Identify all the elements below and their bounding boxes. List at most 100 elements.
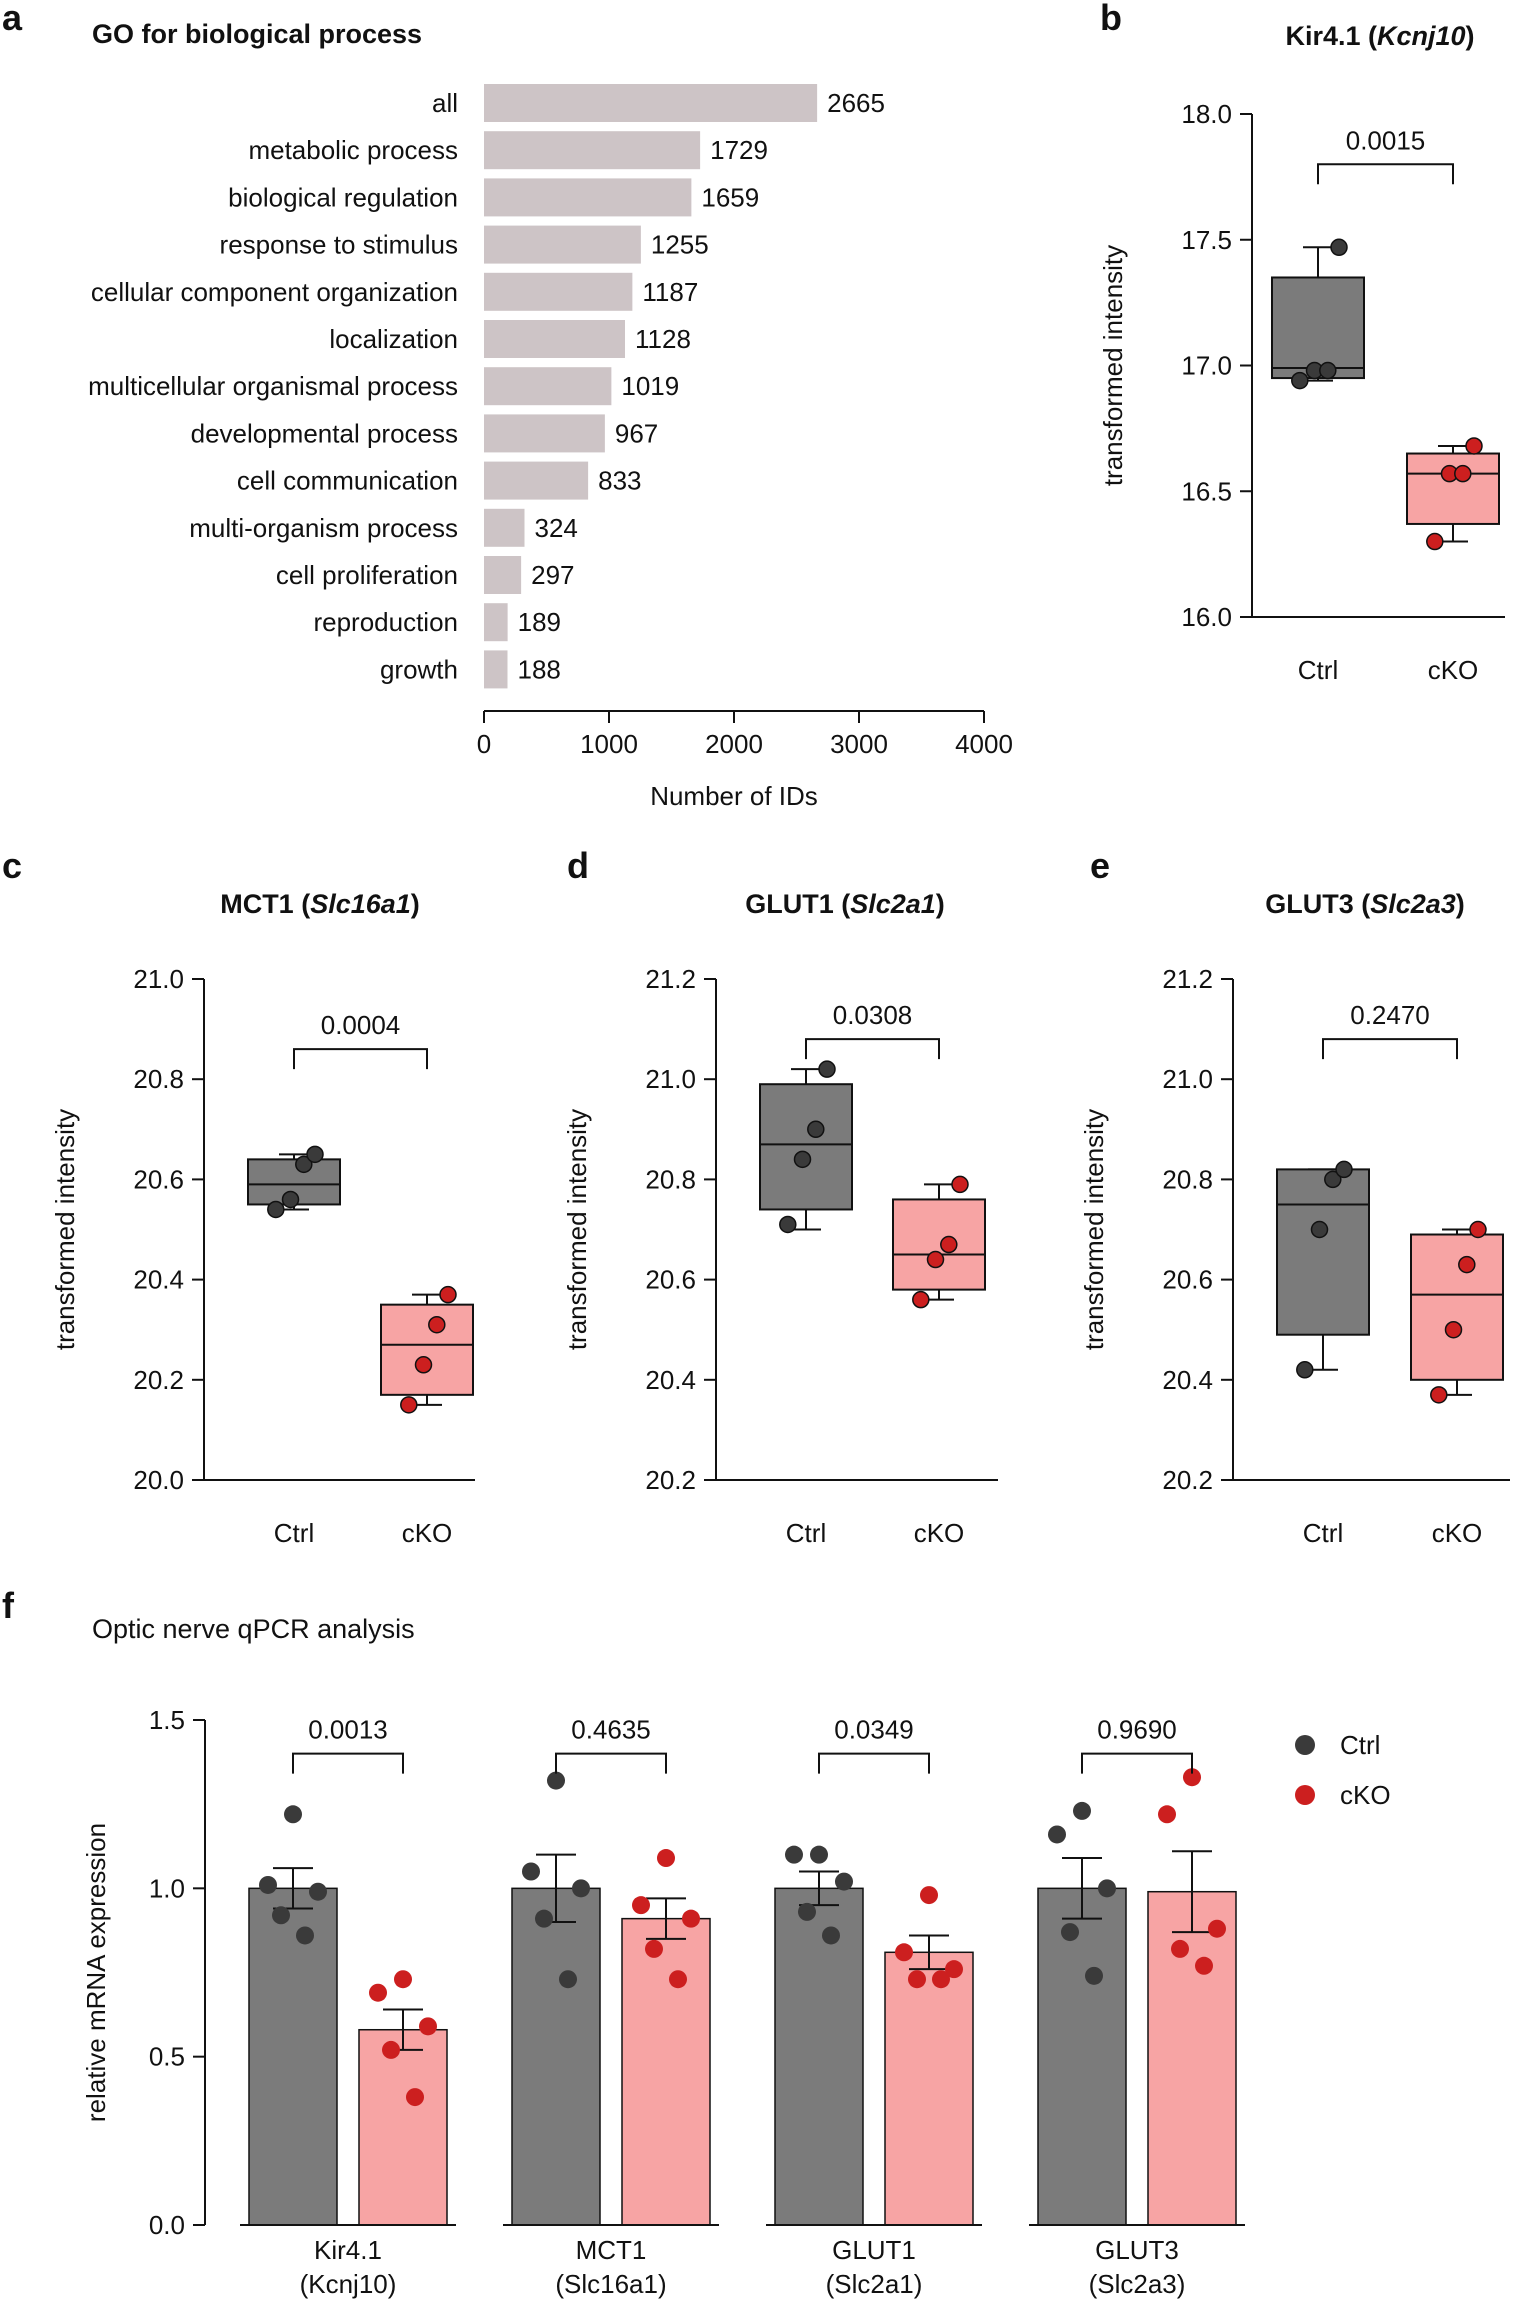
- p-value-label: 0.9690: [1097, 1715, 1177, 1745]
- data-point: [259, 1875, 277, 1894]
- data-point: [419, 2017, 437, 2036]
- data-point: [818, 1060, 836, 1078]
- value-label: 2665: [827, 88, 885, 118]
- panel-d-title: GLUT1 (Slc2a1): [745, 889, 945, 919]
- y-tick-label: 20.8: [645, 1164, 696, 1194]
- x-tick-label: cKO: [1432, 1518, 1483, 1548]
- panel-e-box-plot: 20.2 20.4 20.6 20.8 21.0 21.2 transformed inte…: [1079, 964, 1510, 1548]
- box: [1276, 1168, 1370, 1336]
- value-label: 1255: [651, 230, 709, 260]
- data-point: [1048, 1825, 1066, 1844]
- data-point: [1310, 1220, 1329, 1239]
- data-point: [1458, 1255, 1476, 1274]
- value-label: 297: [531, 560, 574, 590]
- data-point: [912, 1290, 930, 1309]
- y-tick-label: 20.4: [645, 1365, 696, 1395]
- data-point: [1296, 1361, 1314, 1379]
- data-point: [669, 1970, 687, 1989]
- x-tick-label: Ctrl: [786, 1518, 826, 1548]
- panel-c-box-plot: 20.0 20.2 20.4 20.6 20.8 21.0 transformed inte…: [50, 964, 475, 1548]
- y-axis-label: transformed intensity: [562, 1109, 592, 1350]
- data-point: [835, 1872, 853, 1891]
- significance-bracket: [805, 1038, 940, 1060]
- x-axis-label: Number of IDs: [650, 781, 818, 811]
- data-point: [895, 1943, 913, 1962]
- value-label: 1128: [635, 324, 691, 354]
- data-point: [682, 1909, 700, 1928]
- group-label: GLUT3: [1095, 2235, 1179, 2265]
- y-tick-label: 21.0: [1162, 1064, 1213, 1094]
- data-point: [559, 1970, 577, 1989]
- bar: [484, 556, 522, 594]
- data-point: [428, 1315, 446, 1334]
- data-point: [807, 1120, 825, 1139]
- data-point: [1330, 238, 1348, 257]
- x-tick-label: cKO: [402, 1518, 453, 1548]
- bar: [484, 508, 525, 547]
- category-label: cell proliferation: [276, 560, 458, 590]
- significance-bracket: [293, 1048, 428, 1070]
- bar: [1037, 1887, 1127, 2226]
- bar: [484, 178, 692, 217]
- data-point: [547, 1771, 565, 1790]
- y-tick-label: 1.0: [149, 1873, 185, 1903]
- bar: [484, 414, 605, 453]
- data-point: [369, 1983, 387, 2002]
- data-point: [932, 1970, 950, 1989]
- panel-letter-a: a: [2, 0, 23, 38]
- value-label: 324: [535, 513, 578, 543]
- bar: [484, 461, 589, 500]
- y-tick-label: 20.2: [645, 1465, 696, 1495]
- value-label: 1187: [642, 277, 698, 307]
- value-label: 833: [598, 466, 641, 496]
- value-label: 1019: [621, 371, 679, 401]
- data-point: [1208, 1919, 1226, 1938]
- x-tick-label: 1000: [580, 729, 638, 759]
- y-axis-label: transformed intensity: [50, 1109, 80, 1350]
- group-gene-label: (Slc16a1): [555, 2269, 666, 2299]
- panel-a-title: GO for biological process: [92, 19, 422, 49]
- value-label: 188: [518, 654, 561, 684]
- data-point: [535, 1909, 553, 1928]
- data-point: [394, 1970, 412, 1989]
- y-tick-label: 20.6: [645, 1265, 696, 1295]
- data-point: [295, 1155, 313, 1174]
- data-point: [1291, 371, 1309, 390]
- y-tick-label: 0.5: [149, 2042, 185, 2072]
- bar: [484, 603, 508, 642]
- data-point: [793, 1150, 812, 1169]
- y-tick-label: 20.4: [133, 1265, 184, 1295]
- x-tick-label: cKO: [914, 1518, 965, 1548]
- y-axis-label: transformed intensity: [1079, 1109, 1109, 1350]
- data-point: [645, 1939, 663, 1958]
- bar: [484, 84, 818, 122]
- data-point: [945, 1960, 963, 1979]
- x-tick-label: Ctrl: [1298, 655, 1338, 685]
- x-tick-label: Ctrl: [1303, 1518, 1343, 1548]
- legend-marker: [1295, 1785, 1315, 1805]
- value-label: 189: [518, 607, 561, 637]
- bar: [484, 225, 641, 264]
- p-value-label: 0.0013: [308, 1715, 388, 1745]
- data-point: [1073, 1801, 1091, 1820]
- panel-b-title: Kir4.1 (Kcnj10): [1285, 21, 1474, 51]
- y-tick-label: 18.0: [1181, 99, 1232, 129]
- data-point: [309, 1882, 327, 1901]
- y-tick-label: 0.0: [149, 2210, 185, 2240]
- x-tick-label: Ctrl: [274, 1518, 314, 1548]
- data-point: [798, 1902, 816, 1921]
- data-point: [951, 1175, 969, 1194]
- group-gene-label: (Slc2a1): [826, 2269, 923, 2299]
- y-tick-label: 16.5: [1181, 476, 1232, 506]
- panel-letter-c: c: [2, 845, 22, 886]
- y-tick-label: 20.4: [1162, 1365, 1213, 1395]
- panel-letter-e: e: [1090, 845, 1110, 886]
- y-tick-label: 1.5: [149, 1705, 185, 1735]
- data-point: [414, 1356, 433, 1374]
- significance-bracket: [1081, 1752, 1193, 1774]
- data-point: [1335, 1160, 1353, 1179]
- category-label: localization: [329, 324, 458, 354]
- p-value-label: 0.0308: [833, 1000, 913, 1030]
- bar: [511, 1887, 601, 2226]
